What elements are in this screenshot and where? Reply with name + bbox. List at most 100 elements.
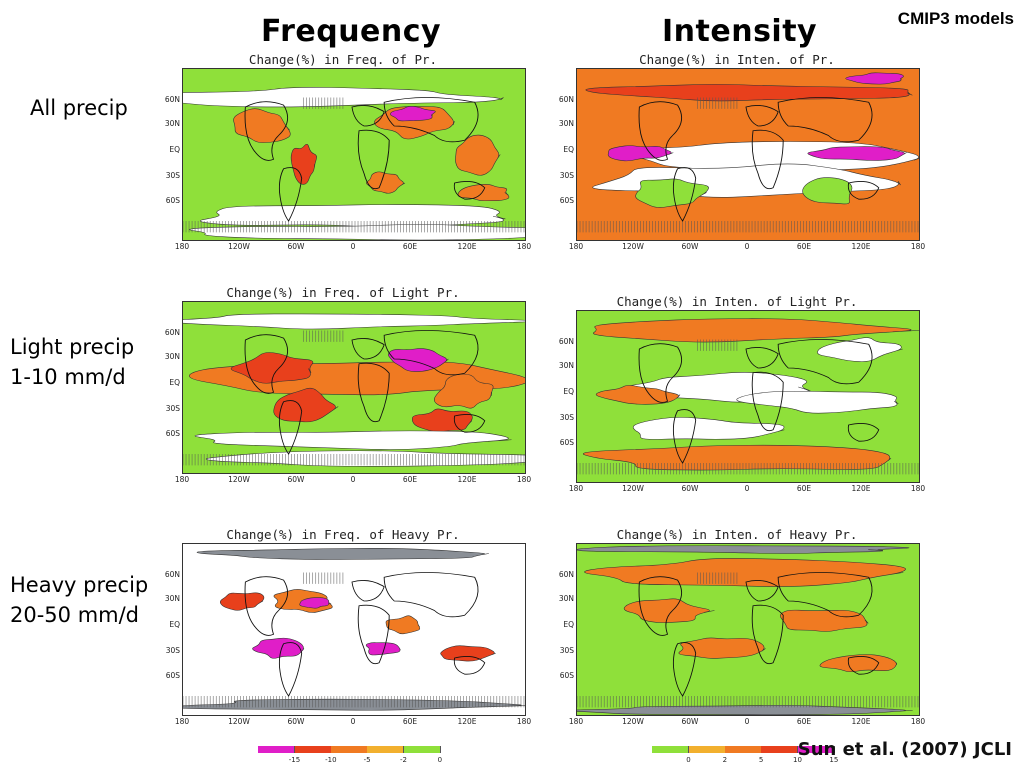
colorbar-tick-label: 0 (437, 756, 443, 764)
significance-hatching (183, 454, 525, 466)
lat-tick-label: 60S (165, 671, 180, 681)
coastline-overlay (244, 330, 486, 455)
map-title: Change(%) in Freq. of Pr. (248, 52, 438, 67)
lon-tick-label: 120E (851, 717, 871, 726)
colorbar-tick-label: 0 (686, 756, 691, 764)
map-freq-heavy: Change(%) in Freq. of Heavy Pr. 60N 30N EQ 3… (158, 527, 531, 732)
precip-change-region (200, 204, 506, 229)
colorbar-tick-label: 2 (722, 756, 728, 764)
precip-change-region (299, 597, 330, 609)
significance-hatching (303, 330, 344, 342)
precip-change-region (455, 134, 501, 176)
lat-tick-label: EQ (563, 387, 574, 397)
colorbar-swatch (724, 746, 763, 753)
precip-change-region (411, 408, 473, 433)
lon-tick-label: 60W (287, 475, 305, 484)
lon-tick-label: 60E (796, 484, 812, 493)
lat-tick-label: 60N (558, 337, 574, 347)
precip-change-region (593, 318, 919, 343)
precip-change-region (577, 705, 913, 715)
significance-hatching (303, 572, 344, 584)
map-plot-area (182, 543, 526, 716)
precip-change-region (779, 609, 869, 632)
lat-tick-label: EQ (169, 378, 180, 388)
lon-tick-label: 180 (516, 242, 532, 251)
lat-tick-label: 30S (165, 403, 180, 413)
row-label-light-line1: Light precip (10, 335, 135, 359)
precip-change-region (183, 313, 525, 330)
precip-change-region (366, 171, 406, 194)
lon-tick-label: 60W (681, 242, 699, 251)
lon-tick-label: 60E (402, 475, 418, 484)
colorbar-swatch (797, 746, 835, 753)
precip-change-region (252, 637, 305, 659)
precip-change-region (802, 177, 853, 205)
lon-tick-label: 120W (228, 242, 250, 251)
lon-tick-label: 120W (228, 717, 250, 726)
lat-tick-label: 30N (164, 119, 180, 129)
lon-tick-label: 180 (910, 717, 926, 726)
lat-tick-label: 60S (165, 429, 180, 439)
precip-change-region (219, 592, 265, 611)
colorbar-swatch (258, 746, 296, 753)
precip-change-region (607, 145, 674, 162)
precip-change-region (433, 373, 494, 409)
lat-tick-label: 30N (558, 119, 574, 129)
lat-tick-label: 60N (558, 95, 574, 105)
lat-tick-label: 60N (164, 570, 180, 580)
row-label-heavy-line2: 20-50 mm/d (10, 603, 140, 627)
map-int-all: Change(%) in Inten. of Pr. 60N 30N EQ 30S 60S… (552, 52, 925, 257)
lat-tick-label: 30N (558, 594, 574, 604)
lon-tick-label: 120W (622, 717, 644, 726)
lat-tick-label: 60S (559, 196, 574, 206)
map-plot-area (182, 301, 526, 474)
row-label-heavy-line1: Heavy precip (10, 573, 149, 597)
precip-change-region (388, 348, 449, 372)
map-title: Change(%) in Freq. of Light Pr. (226, 285, 460, 300)
lon-tick-label: 0 (744, 717, 750, 726)
lat-tick-label: 30N (164, 352, 180, 362)
lon-tick-label: 60W (681, 717, 699, 726)
lat-tick-label: EQ (169, 145, 180, 155)
colorbar-swatch (652, 746, 690, 753)
cmip3-badge: CMIP3 models (897, 9, 1014, 28)
lon-tick-label: 120E (851, 242, 871, 251)
coastline-overlay (244, 572, 486, 697)
lat-tick-label: 30N (164, 594, 180, 604)
precip-change-region (230, 352, 314, 384)
lon-tick-label: 180 (568, 717, 584, 726)
colorbar-swatch (330, 746, 369, 753)
lon-tick-label: 120W (228, 475, 250, 484)
colorbar-tick-label: 15 (829, 756, 839, 764)
lon-tick-label: 180 (568, 484, 584, 493)
precip-change-region (365, 642, 401, 656)
map-background (183, 544, 525, 715)
row-label-all-line1: All precip (30, 96, 128, 120)
lon-tick-label: 120E (457, 717, 477, 726)
lon-tick-label: 60W (681, 484, 699, 493)
coastline-overlay (244, 97, 486, 222)
precip-change-region (273, 387, 339, 423)
map-plot-area (576, 68, 920, 241)
coastline-overlay (638, 97, 880, 222)
lon-tick-label: 0 (744, 242, 750, 251)
significance-hatching (697, 572, 738, 584)
row-label-all-precip: All precip (30, 93, 128, 123)
lon-tick-label: 180 (174, 242, 190, 251)
significance-hatching (577, 221, 919, 233)
coastline-overlay (638, 572, 880, 697)
significance-hatching (697, 97, 738, 109)
lon-tick-label: 180 (910, 484, 926, 493)
lat-tick-label: 30S (559, 645, 574, 655)
lon-tick-label: 120W (622, 484, 644, 493)
precip-change-region (736, 390, 899, 414)
precip-change-region (584, 558, 906, 587)
lon-tick-label: 180 (516, 475, 532, 484)
frequency-column-header: Frequency (261, 14, 442, 49)
lon-tick-label: 60E (796, 242, 812, 251)
lon-tick-label: 120E (851, 484, 871, 493)
colorbar-tick-label: 10 (793, 756, 802, 764)
precip-change-region (585, 84, 913, 102)
lat-tick-label: 60N (164, 95, 180, 105)
precip-change-region (583, 444, 892, 471)
